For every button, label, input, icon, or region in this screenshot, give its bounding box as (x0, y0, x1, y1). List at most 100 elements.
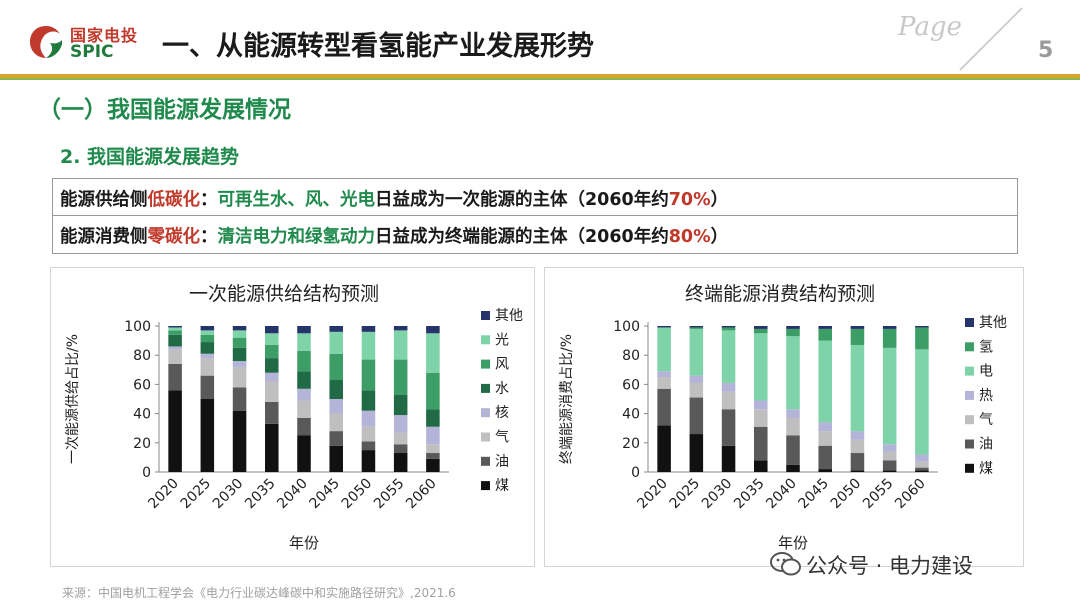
bar-segment (168, 363, 182, 391)
bar-segment (232, 410, 247, 472)
bar-segment (721, 326, 736, 328)
x-tick-label: 2045 (796, 476, 833, 513)
bar-segment (818, 422, 832, 432)
bar-segment (361, 410, 376, 427)
bar-segment (297, 400, 311, 418)
bar-segment (786, 409, 800, 418)
bar-segment (265, 401, 279, 424)
legend-label: 油 (495, 454, 509, 470)
supply-percentage: 70% (668, 190, 711, 210)
bar-segment (265, 423, 279, 472)
bar-segment (426, 458, 440, 472)
bar-segment (297, 326, 311, 334)
bar-segment (265, 372, 279, 382)
summary-row-supply: 能源供给侧低碳化：可再生水、风、光电日益成为一次能源的主体（2060年约70%） (53, 179, 1017, 216)
bar-segment (657, 327, 671, 372)
final-consumption-chart: 终端能源消费结构预测020406080100终端能源消费占比/%20202025… (559, 283, 1007, 552)
bar-segment (265, 333, 279, 345)
x-tick-label: 2055 (860, 476, 897, 513)
bar-segment (915, 454, 929, 462)
legend-swatch (965, 318, 974, 327)
page-label: Page (898, 12, 962, 42)
legend-swatch (481, 335, 490, 345)
bar-segment (297, 388, 311, 401)
bar-segment (721, 327, 736, 331)
bar-segment (657, 425, 671, 472)
source-note: 来源：中国电机工程学会《电力行业碳达峰碳中和实施路径研究》,2021.6 (62, 586, 456, 600)
bar-segment (426, 453, 440, 459)
bar-segment (329, 445, 343, 472)
bar-segment (754, 326, 768, 329)
x-axis-label: 年份 (778, 534, 808, 552)
watermark-text: 公众号 · 电力建设 (806, 554, 974, 578)
supply-sources: 可再生水、风、光电 (217, 190, 376, 210)
legend-label: 水 (495, 381, 509, 397)
bar-segment (200, 358, 215, 376)
bar-segment (818, 328, 832, 341)
x-tick-label: 2025 (178, 476, 215, 513)
bar-segment (818, 431, 832, 446)
bar-segment (754, 426, 768, 461)
bar-segment (232, 330, 247, 338)
bar-segment (232, 387, 247, 411)
bar-segment (915, 470, 929, 472)
legend-swatch (481, 359, 490, 369)
bar-segment (754, 333, 768, 401)
legend-label: 电 (979, 364, 993, 380)
bar-segment (850, 453, 865, 471)
legend-swatch (965, 366, 974, 376)
x-tick-label: 2040 (274, 476, 311, 513)
legend-swatch (481, 456, 490, 466)
bar-segment (915, 327, 929, 350)
bar-segment (850, 344, 865, 432)
logo-chinese-text: 国家电投 (70, 26, 139, 45)
summary-row-consumption: 能源消费侧零碳化：清洁电力和绿氢动力日益成为终端能源的主体（2060年约80%） (53, 216, 1017, 252)
bar-segment (882, 444, 897, 452)
legend-swatch (965, 463, 974, 473)
bar-segment (786, 464, 800, 472)
bar-segment (426, 333, 440, 373)
consumption-close: ） (710, 227, 729, 247)
consumption-colon: ： (200, 227, 218, 247)
x-tick-label: 2050 (339, 476, 376, 513)
x-tick-label: 2030 (210, 476, 247, 513)
y-tick-label: 0 (631, 465, 640, 481)
spic-logo-icon (30, 26, 62, 58)
bar-segment (882, 451, 897, 461)
supply-colon: ： (200, 190, 218, 210)
final-consumption-chart-panel: 终端能源消费结构预测 0 20 40 60 80 100 终端能源消费占比/% 2020 2025… (544, 267, 1024, 567)
bar-segment (393, 394, 408, 416)
bar-segment (689, 375, 704, 383)
x-tick-label: 2040 (763, 476, 800, 513)
bar-segment (232, 347, 247, 362)
legend-label: 煤 (979, 461, 993, 477)
bar-segment (232, 361, 247, 367)
bar-segment (850, 470, 865, 472)
x-tick-label: 2060 (892, 476, 929, 513)
bar-segment (361, 331, 376, 360)
legend-label: 其他 (495, 308, 523, 324)
x-tick-label: 2025 (667, 476, 704, 513)
y-tick-label: 80 (622, 348, 640, 364)
supply-close: ） (710, 190, 729, 210)
section-heading: （一）我国能源发展情况 (38, 97, 291, 123)
bar-segment (721, 409, 736, 446)
legend-label: 气 (979, 412, 993, 428)
legend-swatch (481, 383, 490, 393)
bar-segment (200, 353, 215, 359)
bar-segment (265, 344, 279, 359)
bar-segment (882, 347, 897, 445)
y-tick-label: 0 (142, 465, 151, 481)
bar-segment (232, 366, 247, 388)
page-number: 5 (1038, 38, 1054, 63)
x-tick-label: 2045 (307, 476, 344, 513)
bar-segment (361, 450, 376, 472)
bar-segment (361, 359, 376, 391)
bar-segment (689, 327, 704, 329)
bar-segment (818, 469, 832, 472)
bar-segment (657, 371, 671, 378)
bar-segment (721, 391, 736, 410)
consumption-side-label: 能源消费侧 (60, 227, 148, 247)
bar-segment (297, 417, 311, 436)
supply-side-label: 能源供给侧 (60, 190, 148, 210)
